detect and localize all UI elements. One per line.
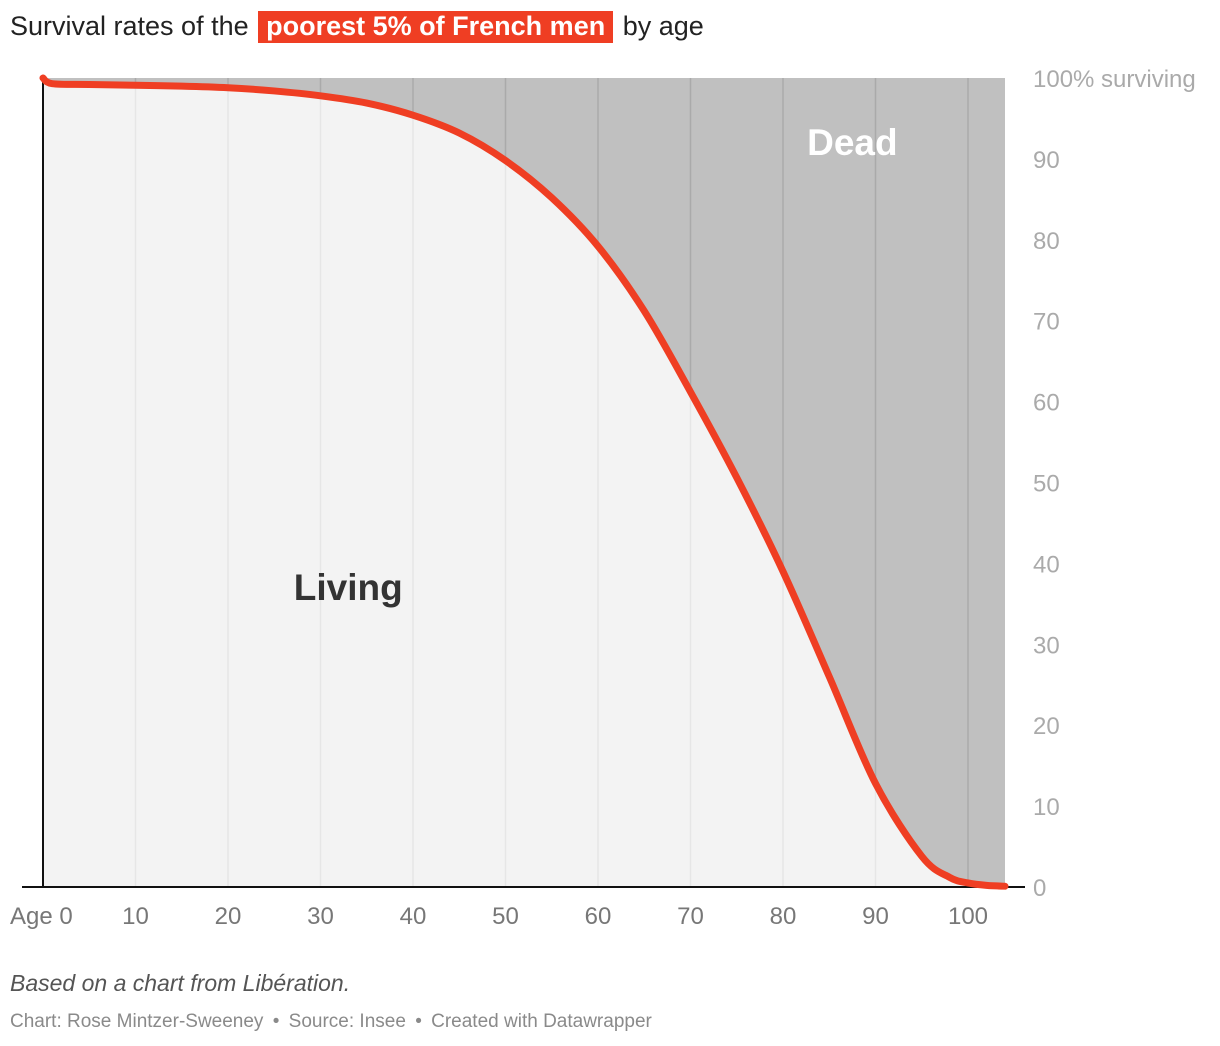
y-tick-label: 30 [1033, 632, 1060, 659]
area-label: Dead [807, 122, 897, 163]
y-tick-label: 50 [1033, 471, 1060, 498]
y-tick-label: 90 [1033, 147, 1060, 174]
x-tick-label: 100 [948, 903, 988, 930]
x-tick-label: 50 [492, 903, 519, 930]
area-label: Living [294, 567, 403, 608]
chart-title: Survival rates of the poorest 5% of Fren… [10, 8, 704, 44]
chart-credits: Chart: Rose Mintzer-Sweeney • Source: In… [10, 1011, 652, 1033]
y-tick-label: 70 [1033, 309, 1060, 336]
x-tick-label: 40 [400, 903, 427, 930]
y-tick-label: 10 [1033, 794, 1060, 821]
x-tick-label: Age 0 [10, 903, 73, 930]
title-prefix: Survival rates of the [10, 11, 249, 41]
x-tick-label: 10 [122, 903, 149, 930]
source-note: Based on a chart from Libération. [10, 970, 351, 996]
y-tick-label: 40 [1033, 551, 1060, 578]
x-tick-label: 70 [677, 903, 704, 930]
credit-separator: • [272, 1011, 280, 1032]
credit-separator: • [415, 1011, 422, 1032]
y-tick-label: 0 [1033, 875, 1046, 902]
title-suffix: by age [622, 11, 704, 41]
y-tick-label: 60 [1033, 390, 1060, 417]
y-tick-label: 80 [1033, 228, 1060, 255]
credit-source: Source: Insee [288, 1011, 406, 1032]
y-tick-label: 20 [1033, 713, 1060, 740]
credit-tool: Created with Datawrapper [431, 1011, 652, 1032]
y-tick-label: 100% surviving [1033, 66, 1196, 93]
x-tick-label: 20 [215, 903, 242, 930]
x-tick-label: 60 [585, 903, 612, 930]
survival-line [39, 74, 1009, 890]
x-tick-label: 30 [307, 903, 334, 930]
x-tick-label: 90 [862, 903, 889, 930]
credit-author: Chart: Rose Mintzer-Sweeney [10, 1011, 264, 1032]
living-area [43, 78, 1005, 887]
x-tick-label: 80 [770, 903, 797, 930]
title-highlight: poorest 5% of French men [258, 11, 614, 43]
